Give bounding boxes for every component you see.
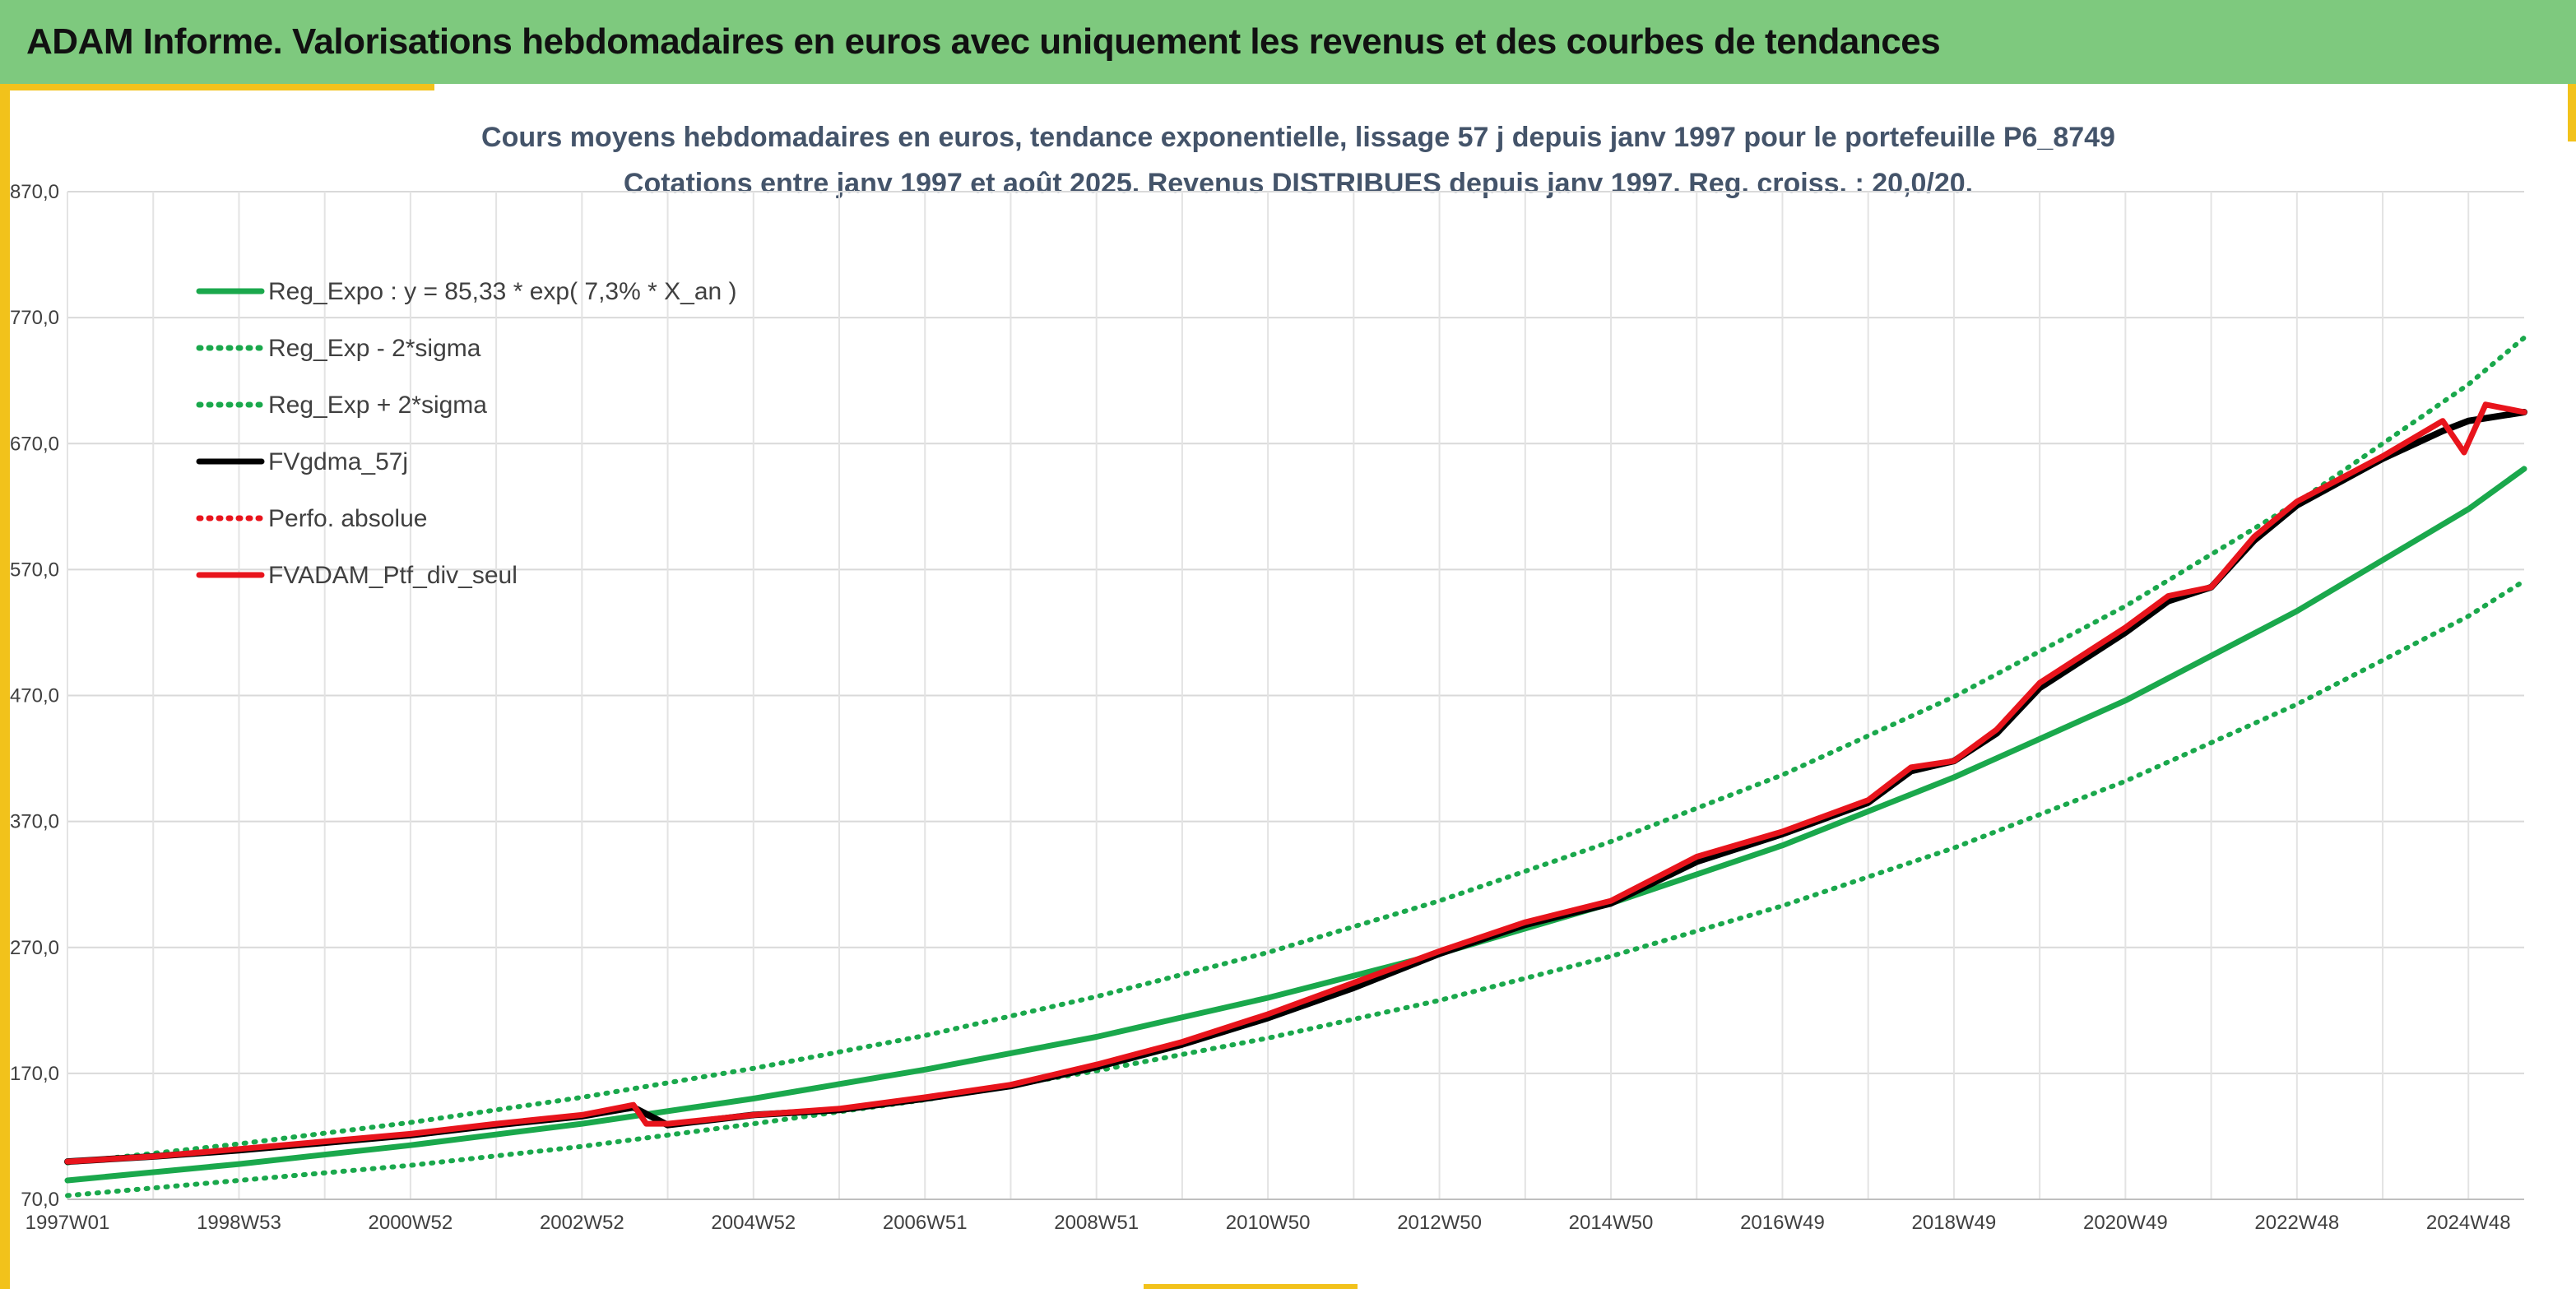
x-tick-label: 2010W50 — [1226, 1212, 1311, 1234]
x-tick-label: 2012W50 — [1397, 1212, 1482, 1234]
legend-label: Reg_Expo : y = 85,33 * exp( 7,3% * X_an … — [268, 278, 737, 305]
x-tick-label: 2006W51 — [883, 1212, 968, 1234]
x-tick-label: 2016W49 — [1740, 1212, 1825, 1234]
x-tick-label: 2008W51 — [1054, 1212, 1139, 1234]
series-reg-expo — [64, 466, 2527, 1184]
chart-subtitle: Cotations entre janv 1997 et août 2025. … — [624, 168, 1973, 199]
legend-label: FVgdma_57j — [268, 448, 408, 475]
x-tick-label: 2024W48 — [2426, 1212, 2511, 1234]
legend: Reg_Expo : y = 85,33 * exp( 7,3% * X_an … — [196, 278, 737, 589]
series-reg-minus-2sigma — [65, 578, 2527, 1199]
x-tick-label: 2000W52 — [369, 1212, 453, 1234]
page-title: ADAM Informe. Valorisations hebdomadaire… — [26, 21, 1941, 62]
x-tick-label: 2014W50 — [1569, 1212, 1654, 1234]
series-fvgdma-57j — [64, 409, 2527, 1166]
accent-bar-top — [0, 84, 434, 90]
x-tick-label: 2004W52 — [711, 1212, 796, 1234]
x-axis-ticks: 1997W01 1998W53 2000W52 2002W52 2004W52 2006W… — [26, 1212, 2511, 1234]
accent-bar-bottom — [1144, 1284, 1358, 1289]
x-tick-label: 2018W49 — [1912, 1212, 1997, 1234]
x-tick-label: 2020W49 — [2083, 1212, 2168, 1234]
accent-bar-right — [2568, 84, 2576, 141]
legend-label: Reg_Exp - 2*sigma — [268, 335, 481, 362]
accent-bar-left — [0, 84, 10, 1289]
y-tick-label: 670,0 — [10, 433, 59, 455]
grid — [67, 191, 2524, 1200]
legend-label: FVADAM_Ptf_div_seul — [268, 562, 518, 589]
y-tick-label: 270,0 — [10, 937, 59, 959]
y-tick-label: 70,0 — [21, 1189, 59, 1211]
y-tick-label: 170,0 — [10, 1063, 59, 1085]
series-group — [64, 335, 2527, 1199]
series-fvadam-ptf — [64, 401, 2527, 1165]
y-tick-label: 570,0 — [10, 559, 59, 581]
x-tick-label: 2002W52 — [540, 1212, 624, 1234]
x-tick-label: 1998W53 — [197, 1212, 281, 1234]
header-banner: ADAM Informe. Valorisations hebdomadaire… — [0, 0, 2576, 84]
x-tick-label: 2022W48 — [2254, 1212, 2339, 1234]
y-tick-label: 870,0 — [10, 181, 59, 203]
x-tick-label: 1997W01 — [26, 1212, 110, 1234]
y-tick-label: 370,0 — [10, 811, 59, 833]
legend-label: Reg_Exp + 2*sigma — [268, 392, 487, 419]
y-tick-label: 470,0 — [10, 685, 59, 707]
series-reg-plus-2sigma — [65, 335, 2527, 1166]
y-axis-ticks: 70,0 170,0 270,0 370,0 470,0 570,0 670,0 770,0 8… — [10, 181, 59, 1211]
y-tick-label: 770,0 — [10, 307, 59, 329]
legend-label: Perfo. absolue — [268, 505, 427, 532]
chart-title: Cours moyens hebdomadaires en euros, ten… — [481, 122, 2115, 153]
